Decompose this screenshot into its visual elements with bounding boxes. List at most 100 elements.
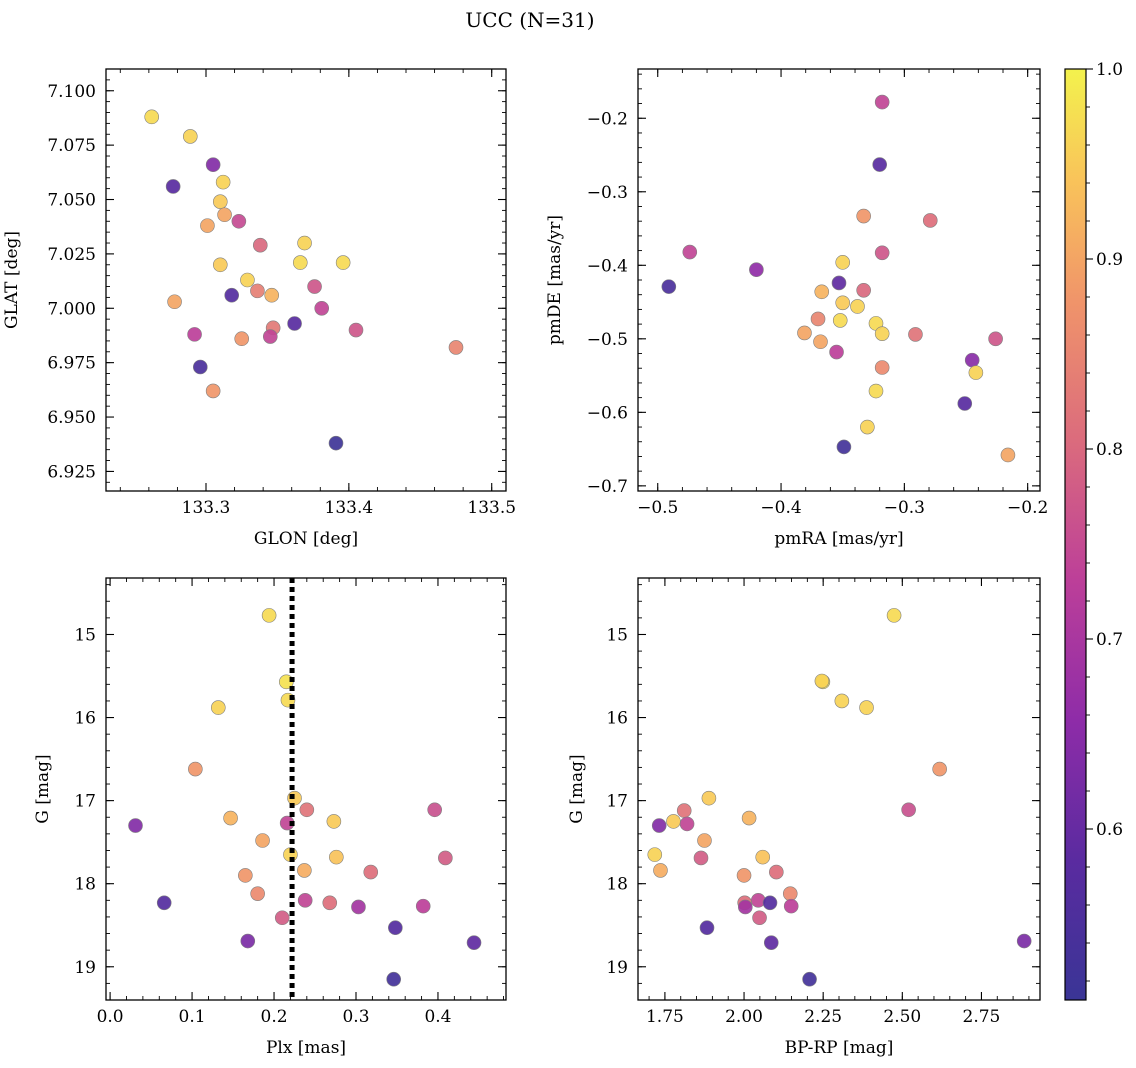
- x-tick-label: −0.4: [760, 498, 801, 518]
- data-point: [964, 352, 980, 368]
- y-tick-label: 7.100: [47, 82, 96, 102]
- plx-g-panel: 0.0 0.1 0.2 0.3 0.4 15 16 17 18 19 Plx [mas] G [mag…: [33, 577, 507, 1058]
- x-tick-label: 2.00: [725, 1007, 763, 1027]
- data-point: [466, 935, 482, 950]
- x-tick-label: 0.2: [261, 1007, 288, 1027]
- data-point: [182, 129, 198, 144]
- y-tick-label: 16: [606, 709, 628, 729]
- axes-frame: [105, 577, 507, 1001]
- x-tick-label: −0.2: [1007, 498, 1048, 518]
- plot-area: [128, 578, 482, 1000]
- data-point: [699, 920, 715, 936]
- axes-frame: [637, 577, 1041, 1001]
- plot-area: [144, 109, 464, 451]
- data-point: [328, 435, 344, 451]
- data-point: [144, 109, 160, 125]
- data-point: [682, 244, 698, 260]
- data-point: [832, 313, 848, 328]
- data-point: [874, 94, 890, 110]
- x-tick-label: 0.1: [179, 1007, 206, 1027]
- data-point: [783, 898, 799, 914]
- x-tick-label: 1.75: [646, 1007, 684, 1027]
- y-tick-label: 6.925: [47, 462, 96, 482]
- data-point: [261, 608, 277, 623]
- data-point: [835, 295, 850, 311]
- data-point: [1000, 447, 1016, 463]
- data-point: [1016, 933, 1032, 949]
- y-tick-label: −0.3: [587, 183, 628, 203]
- colorbar-tick-label: 1.0: [1096, 60, 1123, 80]
- y-tick-label: −0.6: [587, 403, 628, 423]
- data-point: [307, 279, 322, 294]
- data-point: [165, 179, 181, 194]
- y-tick-label: −0.4: [587, 256, 628, 276]
- data-point: [240, 272, 255, 288]
- x-tick-label: 0.0: [97, 1007, 124, 1027]
- x-tick-label: 2.25: [804, 1007, 842, 1027]
- x-tick-label: −0.3: [884, 498, 925, 518]
- data-point: [836, 439, 852, 455]
- x-tick-label: 2.50: [883, 1007, 921, 1027]
- data-point: [262, 329, 278, 344]
- data-point: [187, 327, 202, 342]
- data-point: [874, 326, 890, 341]
- y-tick-label: 15: [74, 625, 96, 645]
- data-point: [829, 344, 844, 360]
- data-point: [762, 895, 778, 911]
- data-point: [388, 920, 403, 936]
- data-point: [297, 863, 312, 878]
- data-point: [666, 814, 681, 829]
- data-point: [874, 360, 890, 375]
- data-point: [348, 322, 364, 338]
- colorbar-tick-label: 0.7: [1096, 630, 1123, 650]
- data-point: [297, 235, 312, 251]
- y-tick-label: 18: [74, 875, 96, 895]
- data-point: [250, 886, 265, 901]
- data-point: [651, 818, 667, 833]
- data-point: [922, 213, 938, 228]
- y-axis-label: pmDE [mas/yr]: [545, 215, 565, 345]
- data-point: [769, 864, 784, 880]
- glon-glat-panel: 133.3 133.4 133.5 6.925 6.950 6.975 7.000 7.025…: [2, 68, 516, 549]
- x-axis-label: pmRA [mas/yr]: [774, 529, 903, 549]
- y-tick-label: 19: [74, 958, 96, 978]
- colorbar: 0.6 0.7 0.8 0.9 1.0: [1064, 60, 1123, 1001]
- data-point: [351, 899, 366, 915]
- y-axis-label: G [mag]: [567, 754, 587, 823]
- data-point: [661, 279, 677, 294]
- data-point: [297, 893, 313, 908]
- data-point: [314, 300, 330, 316]
- figure-title: UCC (N=31): [465, 8, 594, 32]
- data-point: [231, 213, 247, 229]
- data-point: [438, 850, 453, 866]
- data-point: [741, 810, 757, 826]
- x-tick-label: 0.4: [424, 1007, 451, 1027]
- data-point: [814, 673, 830, 689]
- data-point: [872, 157, 887, 172]
- data-point: [859, 700, 874, 715]
- data-point: [217, 207, 232, 223]
- plot-area: [647, 608, 1032, 987]
- y-tick-label: −0.7: [587, 477, 628, 497]
- data-point: [886, 608, 902, 623]
- data-point: [752, 910, 767, 926]
- data-point: [223, 810, 238, 826]
- y-tick-label: 17: [74, 792, 96, 812]
- data-point: [856, 208, 871, 224]
- data-point: [860, 419, 875, 435]
- data-point: [850, 299, 865, 314]
- data-point: [693, 850, 709, 866]
- data-point: [156, 895, 172, 911]
- data-point: [697, 833, 712, 848]
- data-point: [386, 971, 402, 987]
- data-point: [212, 257, 228, 273]
- y-tick-label: 7.000: [47, 299, 96, 319]
- data-point: [205, 157, 221, 173]
- data-point: [868, 383, 884, 399]
- data-point: [335, 255, 351, 270]
- y-tick-label: 6.975: [47, 354, 96, 374]
- data-point: [835, 255, 850, 270]
- data-point: [427, 802, 442, 818]
- data-point: [448, 340, 464, 355]
- y-tick-label: 18: [606, 875, 628, 895]
